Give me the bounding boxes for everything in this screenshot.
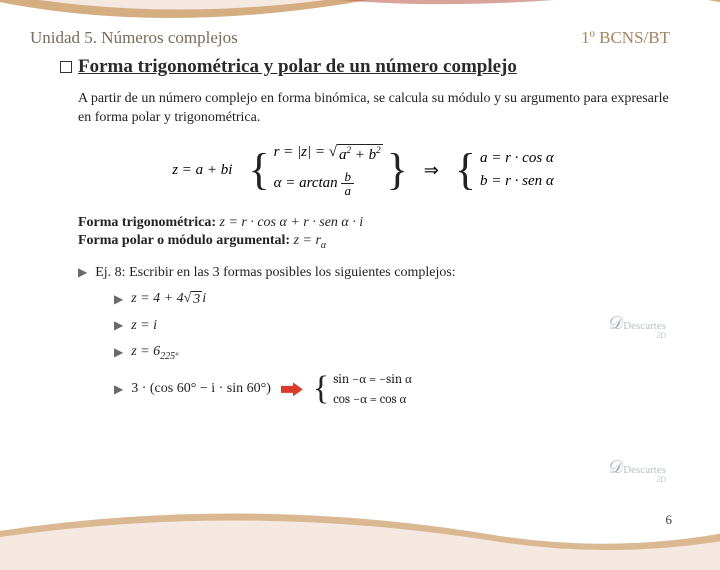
argument-formula: α = arctan ba (274, 170, 383, 197)
exercise-block: ▶ Ej. 8: Escribir en las 3 formas posibl… (78, 265, 670, 408)
exercise-item-a: ▶ z = 4 + 4√3i (114, 291, 670, 308)
intro-text: A partir de un número complejo en forma … (78, 90, 670, 128)
formula-block: z = a + bi { r = |z| = √a2 + b2 α = arct… (60, 144, 670, 197)
exercise-item-c: ▶ z = 6225º (114, 344, 670, 362)
a-equation: a = r · cos α (480, 150, 554, 167)
section-title: Forma trigonométrica y polar de un númer… (60, 56, 670, 78)
red-arrow-icon (281, 382, 303, 396)
page-number: 6 (666, 512, 673, 528)
descartes-logo[interactable]: 𝒟Descartes2D (608, 460, 666, 485)
polar-form-line: Forma polar o módulo argumental: z = rα (78, 233, 670, 251)
triangle-bullet-icon: ▶ (114, 292, 123, 307)
page-header: Unidad 5. Números complejos 1º BCNS/BT (0, 0, 720, 48)
trig-form-line: Forma trigonométrica: z = r · cos α + r … (78, 215, 670, 231)
identity-cases: { sin −α = −sin α cos −α = cos α (313, 371, 416, 407)
triangle-bullet-icon: ▶ (114, 318, 123, 333)
descartes-logo[interactable]: 𝒟Descartes2D (608, 316, 666, 341)
exercise-title: ▶ Ej. 8: Escribir en las 3 formas posibl… (78, 265, 670, 281)
header-left: Unidad 5. Números complejos (30, 28, 238, 48)
checkbox-icon (60, 61, 72, 73)
triangle-bullet-icon: ▶ (114, 382, 123, 397)
decorative-swoosh-bottom (0, 490, 720, 570)
exercise-item-b: ▶ z = i (114, 318, 670, 334)
header-right: 1º BCNS/BT (581, 28, 670, 48)
binomic-form: z = a + bi (172, 162, 232, 179)
triangle-bullet-icon: ▶ (114, 345, 123, 360)
component-group: { a = r · cos α b = r · sen α (455, 150, 558, 190)
modulus-argument-group: { r = |z| = √a2 + b2 α = arctan ba } (248, 144, 407, 197)
modulus-formula: r = |z| = √a2 + b2 (274, 144, 383, 164)
exercise-item-d: ▶ 3 · (cos 60° − i · sin 60°) { sin −α =… (114, 371, 670, 407)
implies-arrow: ⇒ (424, 160, 439, 181)
triangle-bullet-icon: ▶ (78, 265, 87, 280)
b-equation: b = r · sen α (480, 173, 554, 190)
